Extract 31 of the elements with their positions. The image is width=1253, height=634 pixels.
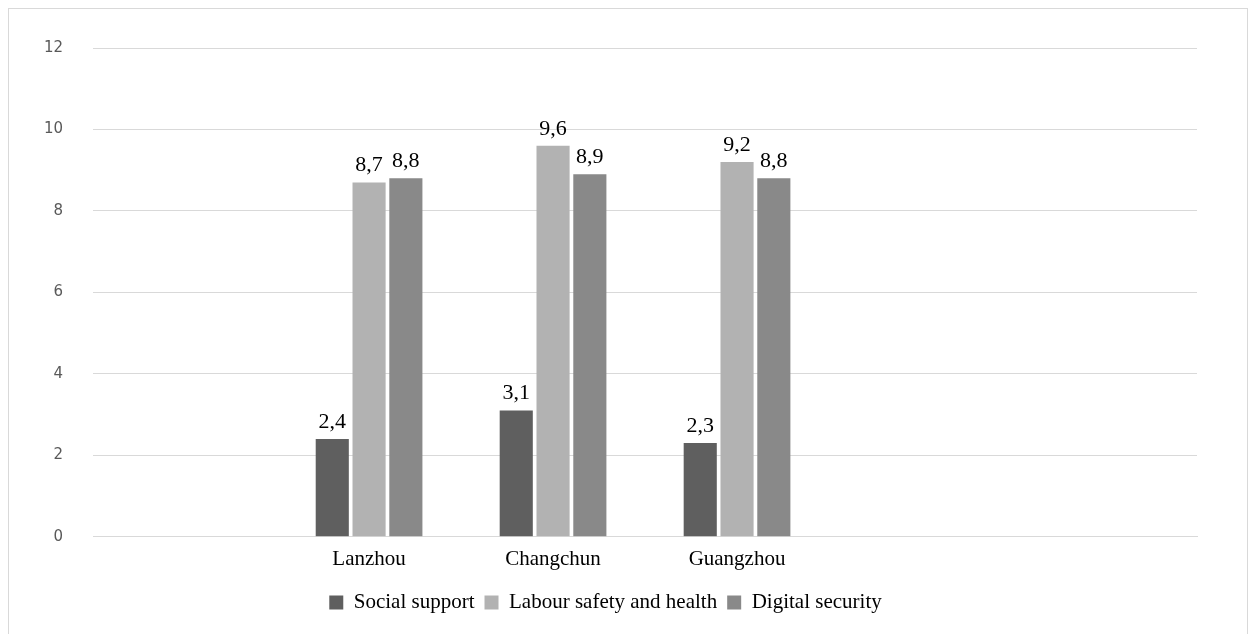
y-tick-label: 0	[53, 526, 64, 545]
bar	[389, 178, 423, 537]
data-label: 3,1	[502, 379, 530, 405]
bar	[573, 174, 607, 537]
data-label: 2,3	[686, 411, 714, 437]
legend-label: Digital security	[751, 589, 883, 614]
data-label: 8,7	[355, 151, 383, 177]
y-tick-label: 10	[43, 119, 64, 138]
data-label: 9,6	[539, 114, 567, 140]
x-tick-label: Changchun	[505, 545, 602, 570]
bar	[499, 410, 533, 537]
legend-label: Labour safety and health	[509, 589, 718, 614]
y-tick-label: 8	[53, 200, 64, 219]
data-label: 8,9	[576, 143, 604, 169]
legend-label: Social support	[353, 589, 475, 614]
bar	[683, 443, 717, 537]
bar	[720, 162, 754, 537]
x-tick-label: Lanzhou	[332, 545, 407, 570]
data-label: 8,8	[760, 147, 788, 173]
y-tick-label: 6	[53, 282, 64, 301]
bar	[352, 182, 386, 537]
x-tick-label: Guangzhou	[688, 545, 786, 570]
bar	[757, 178, 791, 537]
y-tick-label: 12	[43, 37, 64, 56]
data-label: 8,8	[392, 147, 420, 173]
bar	[536, 145, 570, 537]
data-label: 9,2	[723, 130, 751, 156]
data-label: 2,4	[318, 407, 347, 433]
y-tick-label: 2	[53, 445, 64, 464]
bar	[315, 439, 349, 537]
y-tick-label: 4	[53, 363, 64, 382]
